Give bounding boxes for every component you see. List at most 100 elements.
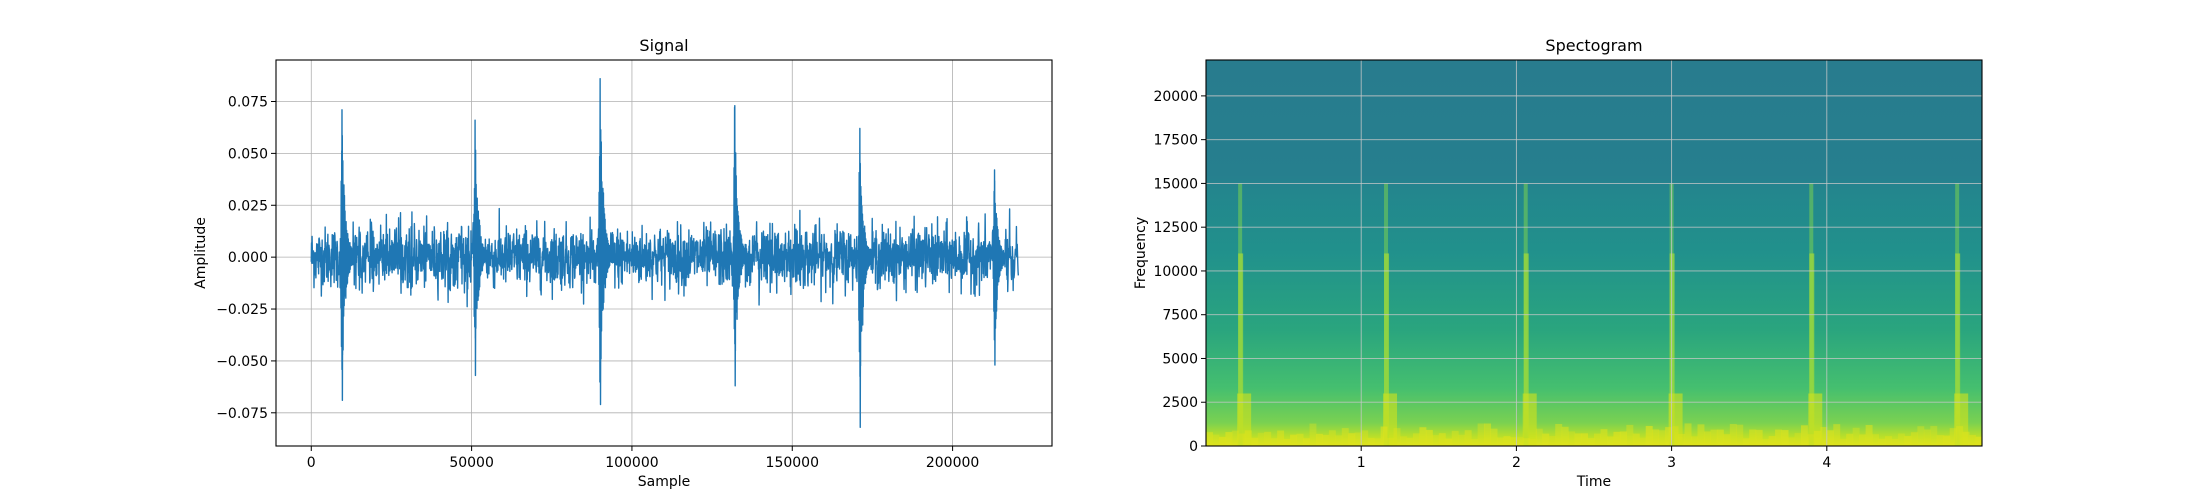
signal-y-tick-label: 0.050 (228, 146, 268, 162)
signal-series (310, 77, 1020, 429)
spectrogram-x-tick-label: 1 (1357, 455, 1366, 471)
spectrogram-low-band (1393, 428, 1401, 446)
spectrogram-low-band (1606, 436, 1614, 446)
spectrogram-x-label: Time (1576, 474, 1611, 490)
spectrogram-low-band (1897, 433, 1905, 446)
spectrogram-x-tick-label: 2 (1512, 455, 1521, 471)
spectrogram-low-band (1581, 433, 1589, 446)
spectrogram-y-tick-label: 7500 (1162, 308, 1198, 324)
spectrogram-low-band (1652, 429, 1660, 446)
spectrogram-chart: Spectogram 1 2 3 4 0 2500 5000 7500 10000 12500 1… (1133, 36, 1983, 490)
spectrogram-low-band (1788, 437, 1795, 446)
spectrogram-low-band (1477, 423, 1485, 446)
signal-x-tick-label: 100000 (605, 455, 658, 471)
spectrogram-y-ticks: 0 2500 5000 7500 10000 12500 15000 17500 20000 (1153, 89, 1206, 455)
spectrogram-low-band (1645, 425, 1653, 446)
spectrogram-low-band (1529, 438, 1537, 446)
signal-y-tick-label: 0.000 (228, 250, 268, 266)
spectrogram-low-band (1639, 437, 1647, 446)
spectrogram-low-band (1826, 430, 1834, 446)
spectrogram-low-band (1600, 429, 1608, 446)
spectrogram-transient-core (1523, 253, 1529, 446)
spectrogram-low-band (1309, 423, 1317, 446)
signal-x-ticks: 0 50000 100000 150000 200000 (307, 446, 979, 471)
spectrogram-low-band (1212, 434, 1220, 446)
spectrogram-transient-core (1669, 253, 1675, 446)
spectrogram-low-band (1755, 429, 1763, 446)
spectrogram-low-band (1568, 431, 1576, 446)
spectrogram-low-band (1374, 438, 1382, 446)
spectrogram-low-band (1923, 429, 1931, 446)
spectrogram-image (1206, 60, 1982, 446)
spectrogram-low-band (1813, 430, 1821, 446)
signal-y-tick-label: 0.025 (228, 198, 268, 214)
spectrogram-y-label: Frequency (1133, 217, 1149, 289)
signal-x-tick-label: 50000 (449, 455, 494, 471)
spectrogram-low-band (1412, 433, 1420, 446)
spectrogram-low-band (1296, 433, 1304, 446)
spectrogram-low-band (1768, 436, 1776, 446)
spectrogram-low-band (1335, 435, 1343, 446)
spectrogram-low-band (1833, 424, 1841, 446)
spectrogram-y-tick-label: 10000 (1153, 264, 1198, 280)
signal-y-tick-label: −0.075 (216, 406, 268, 422)
spectrogram-low-band (1400, 436, 1407, 446)
spectrogram-low-band (1904, 435, 1912, 446)
spectrogram-low-band (1367, 437, 1375, 446)
spectrogram-low-band (1283, 438, 1291, 446)
spectrogram-low-band (1865, 425, 1873, 446)
spectrogram-low-band (1885, 436, 1892, 446)
spectrogram-low-band (1244, 430, 1252, 446)
spectrogram-low-band (1697, 424, 1705, 446)
spectrogram-low-band (1231, 430, 1239, 446)
spectrogram-grid (1206, 60, 1982, 446)
spectrogram-low-band (1361, 430, 1369, 446)
spectrogram-low-band (1917, 426, 1925, 446)
spectrogram-low-band (1962, 431, 1970, 446)
spectrogram-low-band (1419, 427, 1427, 446)
spectrogram-low-band (1270, 438, 1278, 446)
spectrogram-low-band (1484, 423, 1492, 446)
spectrogram-low-band (1665, 427, 1673, 446)
spectrogram-low-band (1749, 429, 1757, 446)
spectrogram-low-band (1387, 438, 1395, 446)
spectrogram-low-band (1807, 434, 1815, 446)
spectrogram-low-band (1691, 436, 1698, 446)
spectrogram-y-tick-label: 17500 (1153, 133, 1198, 149)
spectrogram-low-band (1432, 435, 1440, 446)
spectrogram-transient-core (1384, 253, 1390, 446)
signal-line (310, 77, 1020, 429)
spectrogram-low-band (1535, 428, 1543, 446)
spectrogram-low-band (1975, 436, 1982, 446)
spectrogram-low-band (1949, 428, 1957, 446)
spectrogram-low-band (1354, 432, 1362, 446)
signal-y-ticks: 0.075 0.050 0.025 0.000 −0.025 −0.050 −0.075 (216, 95, 276, 422)
spectrogram-x-ticks: 1 2 3 4 (1357, 446, 1831, 471)
spectrogram-transient-low (1522, 393, 1537, 446)
spectrogram-low-band (1684, 423, 1692, 446)
signal-x-label: Sample (638, 474, 691, 490)
spectrogram-low-band (1613, 431, 1621, 446)
spectrogram-low-band (1522, 438, 1530, 446)
spectrogram-low-band (1775, 429, 1783, 446)
spectrogram-low-band (1742, 438, 1750, 446)
spectrogram-low-band (1503, 436, 1511, 446)
signal-x-tick-label: 200000 (926, 455, 979, 471)
signal-title: Signal (639, 36, 688, 55)
spectrogram-transient-core (1809, 253, 1815, 446)
spectrogram-low-band (1619, 431, 1627, 446)
spectrogram-low-band (1451, 430, 1459, 446)
spectrogram-low-band (1936, 435, 1944, 446)
spectrogram-transient-core (1955, 253, 1961, 446)
signal-y-tick-label: −0.025 (216, 302, 268, 318)
spectrogram-low-band (1678, 433, 1686, 446)
spectrogram-low-band (1794, 432, 1802, 446)
spectrogram-low-band (1406, 437, 1414, 446)
spectrogram-low-band (1859, 434, 1867, 446)
spectrogram-low-band (1218, 436, 1226, 446)
signal-axes-frame (275, 59, 1053, 447)
spectrogram-low-band (1878, 438, 1886, 446)
spectrogram-low-band (1762, 438, 1770, 446)
spectrogram-transient-core (1238, 253, 1244, 446)
